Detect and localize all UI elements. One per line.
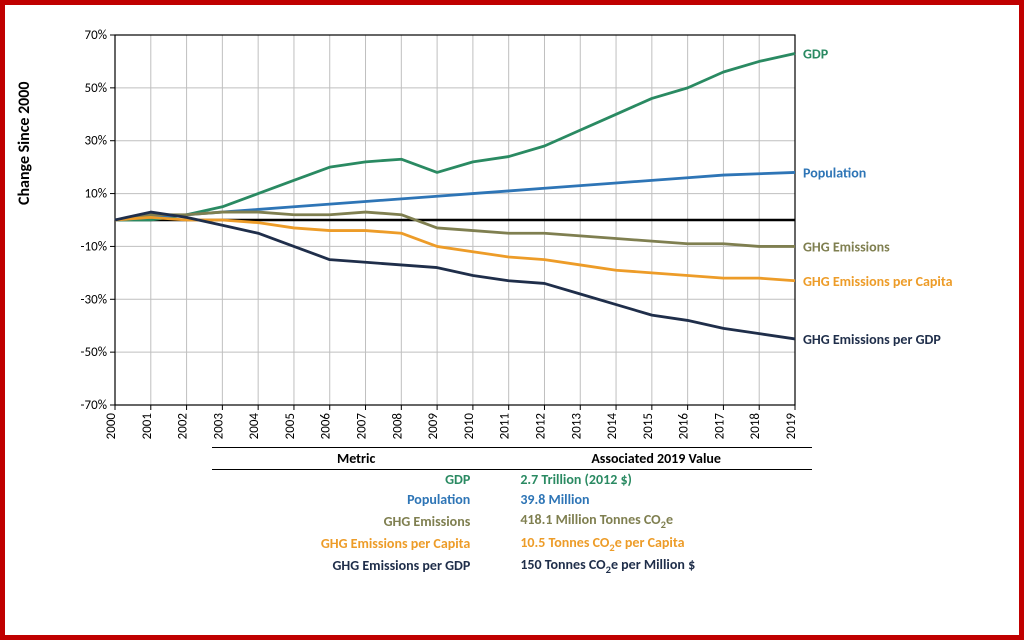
svg-text:2007: 2007 <box>355 413 370 440</box>
chart-frame: Change Since 2000 -70%-50%-30%-10%10%30%… <box>0 0 1024 640</box>
svg-text:GHG Emissions per GDP: GHG Emissions per GDP <box>803 331 941 348</box>
svg-text:-70%: -70% <box>81 398 107 413</box>
table-row: GHG Emissions418.1 Million Tonnes CO2e <box>212 510 812 532</box>
value-cell: 418.1 Million Tonnes CO2e <box>500 510 812 532</box>
svg-text:2001: 2001 <box>140 413 155 439</box>
table-row: GHG Emissions per GDP150 Tonnes CO2e per… <box>212 555 812 577</box>
svg-text:2008: 2008 <box>390 413 405 440</box>
line-chart: Change Since 2000 -70%-50%-30%-10%10%30%… <box>25 25 999 455</box>
metric-cell: GHG Emissions per Capita <box>212 533 500 555</box>
metric-cell: GHG Emissions <box>212 510 500 532</box>
svg-text:-30%: -30% <box>81 292 107 307</box>
svg-text:2009: 2009 <box>426 413 441 440</box>
svg-text:2016: 2016 <box>677 413 692 440</box>
svg-text:2015: 2015 <box>641 413 656 439</box>
value-cell: 2.7 Trillion (2012 $) <box>500 470 812 491</box>
svg-text:2000: 2000 <box>104 413 119 440</box>
svg-text:2018: 2018 <box>748 413 763 440</box>
metric-cell: GHG Emissions per GDP <box>212 555 500 577</box>
svg-text:10%: 10% <box>85 187 107 202</box>
table-row: GDP2.7 Trillion (2012 $) <box>212 470 812 491</box>
svg-text:50%: 50% <box>85 81 107 96</box>
svg-text:2010: 2010 <box>462 413 477 440</box>
svg-text:2012: 2012 <box>533 413 548 440</box>
svg-text:30%: 30% <box>85 134 107 149</box>
svg-text:Population: Population <box>803 164 866 181</box>
svg-text:GHG Emissions: GHG Emissions <box>803 238 890 255</box>
value-cell: 39.8 Million <box>500 490 812 510</box>
table-row: Population39.8 Million <box>212 490 812 510</box>
value-cell: 10.5 Tonnes CO2e per Capita <box>500 533 812 555</box>
svg-text:2004: 2004 <box>247 413 262 440</box>
table-row: GHG Emissions per Capita10.5 Tonnes CO2e… <box>212 533 812 555</box>
svg-text:70%: 70% <box>85 28 107 43</box>
svg-text:2013: 2013 <box>569 413 584 440</box>
metric-cell: GDP <box>212 470 500 491</box>
svg-text:2014: 2014 <box>605 413 620 440</box>
svg-text:2005: 2005 <box>283 413 298 439</box>
svg-text:2006: 2006 <box>319 413 334 440</box>
svg-text:-10%: -10% <box>81 239 107 254</box>
svg-text:2002: 2002 <box>176 413 191 440</box>
svg-text:2019: 2019 <box>784 413 799 440</box>
svg-text:2003: 2003 <box>211 413 226 440</box>
svg-text:2011: 2011 <box>498 413 513 439</box>
chart-svg: -70% -50% -30% -10% 10% 30% 50% 70% 2000 2001 2002… <box>25 25 1009 455</box>
svg-text:GHG Emissions per Capita: GHG Emissions per Capita <box>803 273 953 290</box>
value-cell: 150 Tonnes CO2e per Million $ <box>500 555 812 577</box>
metric-cell: Population <box>212 490 500 510</box>
svg-text:-50%: -50% <box>81 345 107 360</box>
svg-text:2017: 2017 <box>712 413 727 440</box>
svg-text:GDP: GDP <box>803 46 829 63</box>
metrics-table: Metric Associated 2019 Value GDP2.7 Tril… <box>212 447 812 578</box>
